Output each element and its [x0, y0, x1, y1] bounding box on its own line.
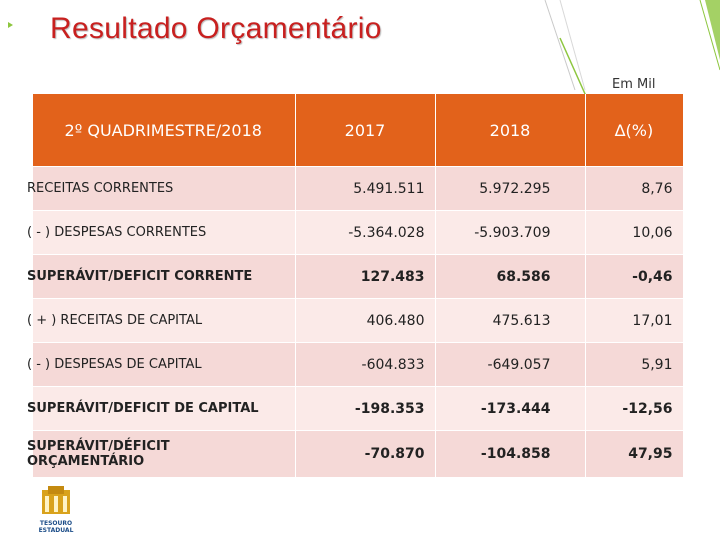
table-row: SUPERÁVIT/DEFICIT CORRENTE 127.483 68.58…	[27, 254, 684, 299]
value-2018: -5.903.709	[435, 210, 586, 255]
value-2017: -198.353	[295, 386, 436, 431]
value-delta: 17,01	[585, 298, 684, 343]
table-row: SUPERÁVIT/DEFICIT DE CAPITAL -198.353 -1…	[27, 386, 684, 431]
header-2018: 2018	[435, 94, 586, 167]
header-delta: ∆(%)	[585, 94, 684, 167]
value-2017: 406.480	[295, 298, 436, 343]
value-2017: -70.870	[295, 430, 436, 477]
row-label: ( + ) RECEITAS DE CAPITAL	[27, 298, 296, 343]
value-2018: -649.057	[435, 342, 586, 387]
value-delta: -12,56	[585, 386, 684, 431]
row-label: ( - ) DESPESAS CORRENTES	[27, 210, 296, 255]
budget-result-table: 2º QUADRIMESTRE/2018 2017 2018 ∆(%) RECE…	[27, 94, 684, 477]
table-row: ( - ) DESPESAS DE CAPITAL -604.833 -649.…	[27, 342, 684, 387]
logo-text-1: TESOURO	[39, 520, 73, 527]
header-2017: 2017	[295, 94, 436, 167]
row-label: SUPERÁVIT/DEFICIT DE CAPITAL	[27, 386, 296, 431]
value-2018: -173.444	[435, 386, 586, 431]
table-row: SUPERÁVIT/DÉFICIT ORÇAMENTÁRIO -70.870 -…	[27, 430, 684, 477]
row-label: RECEITAS CORRENTES	[27, 166, 296, 211]
page-title: Resultado Orçamentário	[50, 12, 382, 45]
value-2018: -104.858	[435, 430, 586, 477]
value-delta: 5,91	[585, 342, 684, 387]
building-icon	[42, 486, 70, 514]
value-delta: 47,95	[585, 430, 684, 477]
value-2018: 5.972.295	[435, 166, 586, 211]
value-2017: 127.483	[295, 254, 436, 299]
table-header-row: 2º QUADRIMESTRE/2018 2017 2018 ∆(%)	[33, 94, 684, 167]
value-2017: -5.364.028	[295, 210, 436, 255]
row-label: SUPERÁVIT/DEFICIT CORRENTE	[27, 254, 296, 299]
value-2017: 5.491.511	[295, 166, 436, 211]
unit-label: Em Mil	[612, 77, 656, 92]
value-delta: -0,46	[585, 254, 684, 299]
table-row: ( - ) DESPESAS CORRENTES -5.364.028 -5.9…	[27, 210, 684, 255]
value-delta: 8,76	[585, 166, 684, 211]
logo-text-2: ESTADUAL	[38, 527, 74, 534]
table-row: ( + ) RECEITAS DE CAPITAL 406.480 475.61…	[27, 298, 684, 343]
value-2017: -604.833	[295, 342, 436, 387]
tesouro-logo: TESOURO ESTADUAL	[28, 486, 84, 534]
row-label: SUPERÁVIT/DÉFICIT ORÇAMENTÁRIO	[27, 430, 296, 477]
value-2018: 475.613	[435, 298, 586, 343]
row-label: ( - ) DESPESAS DE CAPITAL	[27, 342, 296, 387]
table-row: RECEITAS CORRENTES 5.491.511 5.972.295 8…	[27, 166, 684, 211]
value-delta: 10,06	[585, 210, 684, 255]
header-period: 2º QUADRIMESTRE/2018	[33, 94, 296, 167]
value-2018: 68.586	[435, 254, 586, 299]
